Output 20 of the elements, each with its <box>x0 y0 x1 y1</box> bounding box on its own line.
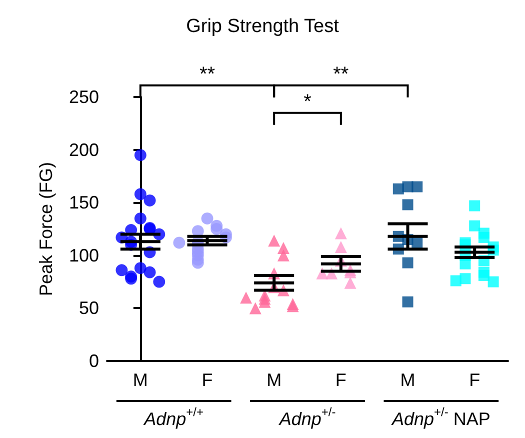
text: ** <box>333 63 349 86</box>
y-tick-label: 100 <box>68 245 99 266</box>
y-tick-label: 0 <box>88 351 99 371</box>
text: ** <box>199 63 216 86</box>
x-tick-label: F <box>335 370 346 390</box>
x-axis-title: Adnp+/- NAP <box>390 405 490 429</box>
x-tick-label: M <box>132 370 148 390</box>
x-axis-title: Adnp+/+ <box>143 405 204 429</box>
x-tick-label: F <box>469 370 480 390</box>
x-tick-label: M <box>400 370 416 390</box>
y-tick-label: 250 <box>68 87 99 107</box>
annotation: * <box>304 90 312 113</box>
y-tick-label: 200 <box>68 140 99 160</box>
y-tick-label: 150 <box>68 192 99 213</box>
x-axis-title: Adnp+/- <box>278 405 336 429</box>
chart-title: Grip Strength Test <box>186 16 340 37</box>
x-tick-label: M <box>266 370 282 390</box>
x-tick-label: F <box>202 370 213 390</box>
y-tick-label: 50 <box>78 298 99 318</box>
y-axis-title: Peak Force (FG) <box>36 162 56 296</box>
